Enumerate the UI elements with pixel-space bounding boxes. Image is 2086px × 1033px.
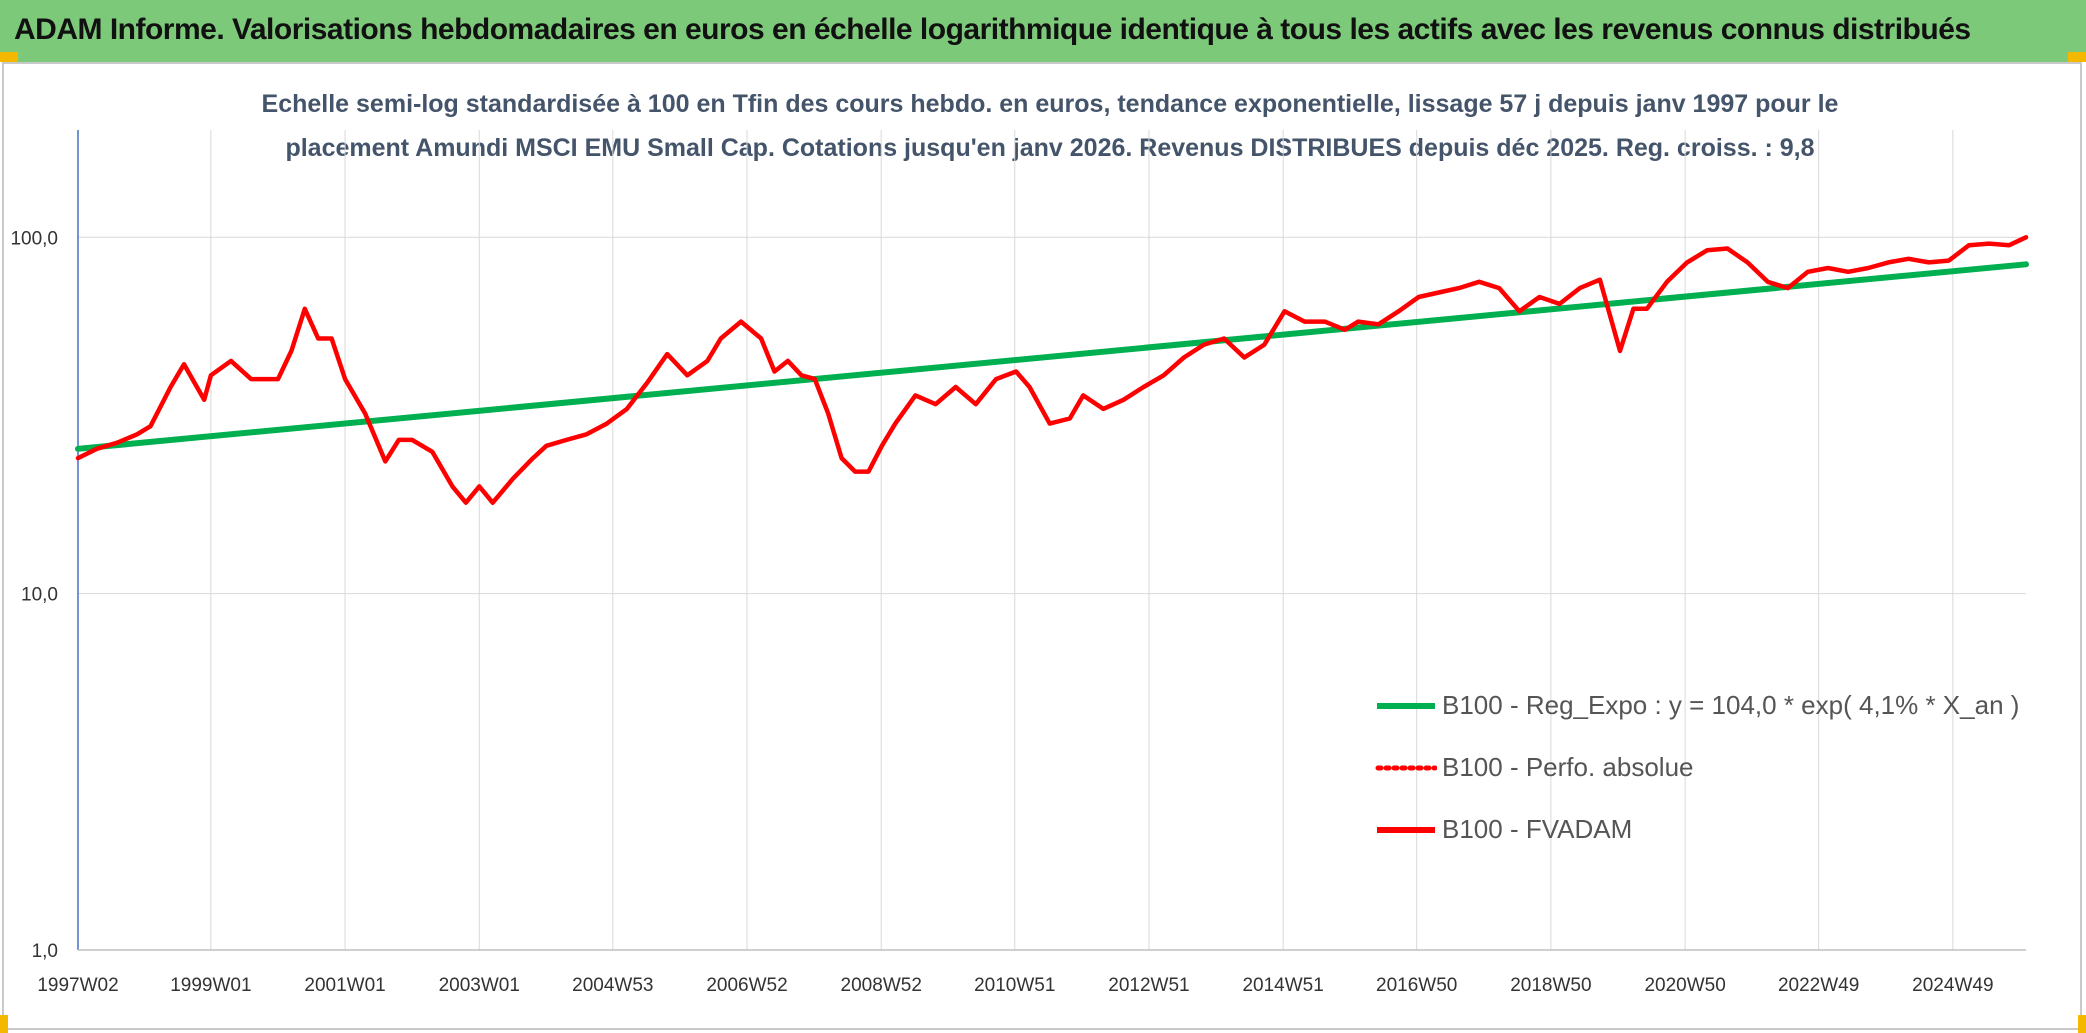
x-tick-label-13: 2022W49: [1778, 975, 1859, 996]
x-tick-label-5: 2006W52: [706, 975, 787, 996]
y-tick-label-2: 100,0: [10, 228, 58, 249]
y-tick-label-1: 10,0: [21, 585, 58, 606]
series-line-2: [75, 235, 2029, 505]
legend-swatch-trend: [1377, 703, 1435, 709]
frame-handle-top-right[interactable]: [2068, 52, 2086, 62]
x-tick-label-11: 2018W50: [1510, 975, 1591, 996]
x-tick-label-1: 1999W01: [170, 975, 251, 996]
chart-frame: [2, 62, 2082, 1030]
frame-handle-bottom-right[interactable]: [2078, 1015, 2086, 1033]
report-banner: ADAM Informe. Valorisations hebdomadaire…: [0, 0, 2086, 62]
x-tick-label-14: 2024W49: [1912, 975, 1993, 996]
x-tick-label-6: 2008W52: [841, 975, 922, 996]
frame-handle-bottom-left[interactable]: [0, 1015, 8, 1033]
x-tick-label-12: 2020W50: [1644, 975, 1725, 996]
legend-label-fvadam: B100 - FVADAM: [1442, 814, 1633, 844]
x-tick-label-3: 2003W01: [439, 975, 520, 996]
legend-item-fvadam: B100 - FVADAM: [1375, 809, 2015, 849]
report-title: ADAM Informe. Valorisations hebdomadaire…: [14, 13, 1971, 46]
x-tick-label-0: 1997W02: [37, 975, 118, 996]
legend-item-absolute: B100 - Perfo. absolue: [1375, 747, 2015, 787]
chart-subtitle-line-1: Echelle semi-log standardisée à 100 en T…: [261, 90, 1839, 118]
legend-item-trend: B100 - Reg_Expo : y = 104,0 * exp( 4,1% …: [1375, 685, 2019, 725]
x-tick-label-4: 2004W53: [572, 975, 653, 996]
chart-subtitle-line-2: placement Amundi MSCI EMU Small Cap. Cot…: [285, 134, 1815, 162]
x-tick-label-10: 2016W50: [1376, 975, 1457, 996]
legend-swatch-fvadam: [1377, 827, 1435, 833]
series-line-0: [75, 261, 2029, 452]
x-tick-label-7: 2010W51: [974, 975, 1055, 996]
y-tick-label-0: 1,0: [32, 941, 58, 962]
x-tick-label-8: 2012W51: [1108, 975, 1189, 996]
legend-swatch-absolute: [1375, 765, 1437, 771]
x-tick-label-2: 2001W01: [304, 975, 385, 996]
frame-handle-top-left[interactable]: [0, 52, 18, 62]
legend-label-trend: B100 - Reg_Expo : y = 104,0 * exp( 4,1% …: [1442, 690, 2020, 720]
legend-label-absolute: B100 - Perfo. absolue: [1442, 752, 1694, 782]
x-tick-label-9: 2014W51: [1242, 975, 1323, 996]
